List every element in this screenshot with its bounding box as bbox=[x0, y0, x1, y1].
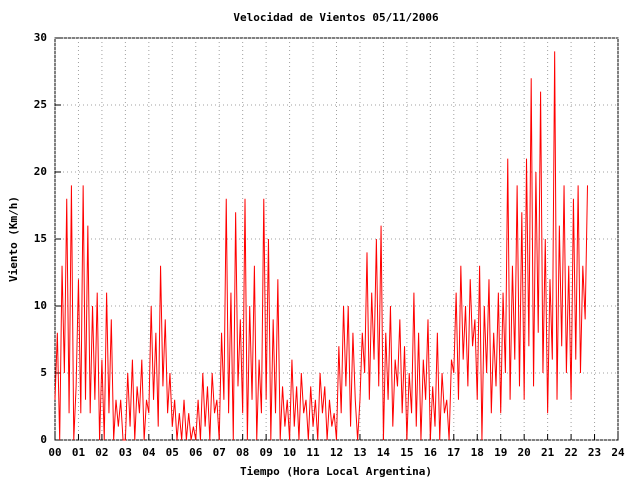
x-tick-label: 15 bbox=[400, 446, 413, 459]
x-tick-label: 13 bbox=[353, 446, 366, 459]
y-tick-label: 30 bbox=[34, 31, 47, 44]
x-tick-label: 11 bbox=[306, 446, 320, 459]
y-tick-label: 5 bbox=[40, 366, 47, 379]
x-tick-label: 04 bbox=[142, 446, 156, 459]
x-tick-label: 06 bbox=[189, 446, 203, 459]
wind-line bbox=[54, 51, 588, 441]
x-tick-label: 20 bbox=[518, 446, 531, 459]
x-tick-label: 02 bbox=[95, 446, 108, 459]
y-tick-label: 10 bbox=[34, 299, 47, 312]
x-tick-label: 12 bbox=[330, 446, 343, 459]
y-tick-label: 25 bbox=[34, 98, 47, 111]
x-tick-label: 08 bbox=[236, 446, 249, 459]
x-tick-label: 10 bbox=[283, 446, 296, 459]
chart-title: Velocidad de Vientos 05/11/2006 bbox=[233, 11, 439, 24]
x-tick-label: 16 bbox=[424, 446, 438, 459]
y-axis-label: Viento (Km/h) bbox=[7, 196, 20, 282]
x-tick-label: 24 bbox=[611, 446, 625, 459]
x-axis-label: Tiempo (Hora Local Argentina) bbox=[240, 465, 432, 478]
x-tick-label: 14 bbox=[377, 446, 391, 459]
x-tick-label: 17 bbox=[447, 446, 460, 459]
y-tick-label: 20 bbox=[34, 165, 47, 178]
x-tick-label: 22 bbox=[564, 446, 577, 459]
x-tick-label: 23 bbox=[588, 446, 601, 459]
x-tick-label: 03 bbox=[119, 446, 132, 459]
x-tick-label: 05 bbox=[166, 446, 179, 459]
y-tick-label: 0 bbox=[40, 433, 47, 446]
x-tick-label: 21 bbox=[541, 446, 555, 459]
x-tick-label: 07 bbox=[213, 446, 226, 459]
y-tick-label: 15 bbox=[34, 232, 47, 245]
x-tick-label: 19 bbox=[494, 446, 507, 459]
x-tick-label: 09 bbox=[260, 446, 273, 459]
x-tick-label: 18 bbox=[471, 446, 484, 459]
x-tick-label: 00 bbox=[48, 446, 61, 459]
x-tick-label: 01 bbox=[72, 446, 86, 459]
